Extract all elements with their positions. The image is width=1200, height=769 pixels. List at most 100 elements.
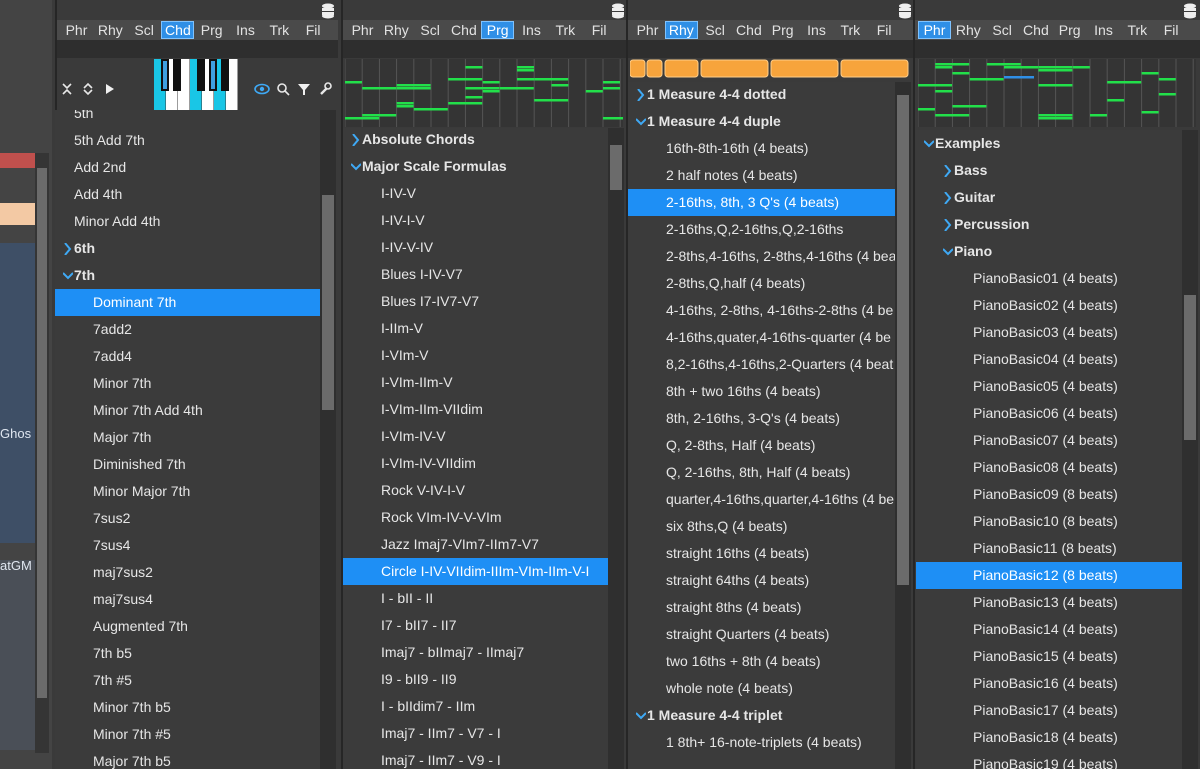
- scroll-thumb[interactable]: [897, 95, 909, 585]
- tree-row[interactable]: I-VIm-IV-V: [343, 423, 608, 450]
- tree-row[interactable]: 4-16ths, 2-8ths, 4-16ths-2-8ths (4 be: [628, 297, 895, 324]
- tree-row[interactable]: Absolute Chords: [343, 128, 608, 153]
- tree-row[interactable]: PianoBasic16 (4 beats): [916, 670, 1182, 697]
- tree-row[interactable]: PianoBasic03 (4 beats): [916, 319, 1182, 346]
- tree-row[interactable]: I-VIm-IIm-VIIdim: [343, 396, 608, 423]
- expand-arrow[interactable]: [924, 138, 934, 150]
- tree-row[interactable]: 8,2-16ths,4-16ths,2-Quarters (4 beat: [628, 351, 895, 378]
- tree-row[interactable]: I - bIIdim7 - IIm: [343, 693, 608, 720]
- database-icon[interactable]: [1182, 2, 1198, 20]
- tab[interactable]: Phr: [351, 22, 374, 38]
- tab[interactable]: Ins: [1094, 22, 1113, 38]
- expand-arrow[interactable]: [943, 246, 953, 258]
- tree-row[interactable]: Minor 7th b5: [55, 694, 320, 721]
- tree-row[interactable]: Add 4th: [55, 181, 320, 208]
- scrollbar[interactable]: [1182, 130, 1198, 769]
- scroll-thumb[interactable]: [610, 145, 622, 190]
- tab[interactable]: Scl: [992, 22, 1012, 38]
- tree-row[interactable]: 5th: [55, 110, 320, 127]
- tab[interactable]: Trk: [1127, 22, 1148, 38]
- tool-search[interactable]: [275, 81, 291, 97]
- tree-row[interactable]: I-VIm-V: [343, 342, 608, 369]
- scroll-thumb[interactable]: [322, 195, 334, 410]
- expand-arrow[interactable]: [63, 243, 73, 255]
- tree-row[interactable]: Augmented 7th: [55, 613, 320, 640]
- tab[interactable]: Ins: [807, 22, 826, 38]
- tree-row[interactable]: Blues I-IV-V7: [343, 261, 608, 288]
- expand-arrow[interactable]: [351, 161, 361, 173]
- tree-row[interactable]: Imaj7 - IIm7 - V7 - I: [343, 720, 608, 747]
- tool-play[interactable]: [101, 81, 117, 97]
- tree-row[interactable]: PianoBasic07 (4 beats): [916, 427, 1182, 454]
- tree-row[interactable]: Dominant 7th: [55, 289, 320, 316]
- tree-row[interactable]: 2-8ths,Q,half (4 beats): [628, 270, 895, 297]
- tree-row[interactable]: 7add4: [55, 343, 320, 370]
- tree-row[interactable]: Minor 7th: [55, 370, 320, 397]
- expand-arrow[interactable]: [636, 710, 646, 722]
- tree-row[interactable]: Piano: [916, 238, 1182, 265]
- tree-row[interactable]: 2 half notes (4 beats): [628, 162, 895, 189]
- tab[interactable]: Prg: [1058, 22, 1081, 38]
- tree-row[interactable]: 7th: [55, 262, 320, 289]
- tool-collapse[interactable]: [59, 81, 75, 97]
- tree-row[interactable]: PianoBasic09 (8 beats): [916, 481, 1182, 508]
- tree-row[interactable]: PianoBasic15 (4 beats): [916, 643, 1182, 670]
- scrollbar[interactable]: [895, 82, 911, 769]
- tree-row[interactable]: maj7sus2: [55, 559, 320, 586]
- tree-row[interactable]: Minor 7th Add 4th: [55, 397, 320, 424]
- tab[interactable]: Scl: [134, 22, 154, 38]
- tree-row[interactable]: I-IV-V-IV: [343, 234, 608, 261]
- tab[interactable]: Ins: [522, 22, 541, 38]
- tree-row[interactable]: PianoBasic17 (4 beats): [916, 697, 1182, 724]
- expand-arrow[interactable]: [943, 192, 953, 204]
- tool-filter[interactable]: [296, 81, 312, 97]
- tab[interactable]: Chd: [736, 22, 762, 38]
- tree-row[interactable]: PianoBasic19 (4 beats): [916, 751, 1182, 769]
- tab[interactable]: Prg: [200, 22, 223, 38]
- scroll-thumb[interactable]: [1184, 295, 1196, 440]
- scrollbar[interactable]: [320, 110, 336, 769]
- tree-row[interactable]: PianoBasic08 (4 beats): [916, 454, 1182, 481]
- tree-row[interactable]: 2-8ths,4-16ths, 2-8ths,4-16ths (4 bea: [628, 243, 895, 270]
- tree-row[interactable]: I - bII - II: [343, 585, 608, 612]
- tree-row[interactable]: PianoBasic13 (4 beats): [916, 589, 1182, 616]
- tree-row[interactable]: Major 7th: [55, 424, 320, 451]
- tree-row[interactable]: 5th Add 7th: [55, 127, 320, 154]
- tool-eye[interactable]: [254, 81, 270, 97]
- tab[interactable]: Fil: [1163, 22, 1179, 38]
- tree-row[interactable]: Examples: [916, 130, 1182, 157]
- tool-wrench[interactable]: [317, 81, 333, 97]
- tab[interactable]: Prg: [771, 22, 794, 38]
- tree-row[interactable]: Jazz Imaj7-VIm7-IIm7-V7: [343, 531, 608, 558]
- tree-row[interactable]: quarter,4-16ths,quarter,4-16ths (4 be: [628, 486, 895, 513]
- tree-row[interactable]: Guitar: [916, 184, 1182, 211]
- tree-row[interactable]: PianoBasic12 (8 beats): [916, 562, 1182, 589]
- tree-row[interactable]: Major 7th b5: [55, 748, 320, 769]
- tree-row[interactable]: Imaj7 - IIm7 - V9 - I: [343, 747, 608, 769]
- tree-row[interactable]: Diminished 7th: [55, 451, 320, 478]
- tab[interactable]: Trk: [840, 22, 861, 38]
- tree-row[interactable]: Add 2nd: [55, 154, 320, 181]
- tree-row[interactable]: 7sus2: [55, 505, 320, 532]
- tool-expand[interactable]: [80, 81, 96, 97]
- tree-row[interactable]: 6th: [55, 235, 320, 262]
- database-icon[interactable]: [897, 2, 913, 20]
- tree-row[interactable]: Rock V-IV-I-V: [343, 477, 608, 504]
- tree-row[interactable]: Rock VIm-IV-V-VIm: [343, 504, 608, 531]
- tree-row[interactable]: 8th + two 16ths (4 beats): [628, 378, 895, 405]
- tree-row[interactable]: PianoBasic11 (8 beats): [916, 535, 1182, 562]
- tree-row[interactable]: I-VIm-IV-VIIdim: [343, 450, 608, 477]
- tree-row[interactable]: Minor Add 4th: [55, 208, 320, 235]
- tree-row[interactable]: PianoBasic02 (4 beats): [916, 292, 1182, 319]
- tree-row[interactable]: PianoBasic14 (4 beats): [916, 616, 1182, 643]
- tree-row[interactable]: 16th-8th-16th (4 beats): [628, 135, 895, 162]
- tree-row[interactable]: PianoBasic06 (4 beats): [916, 400, 1182, 427]
- tree-row[interactable]: Major Scale Formulas: [343, 153, 608, 180]
- tree-row[interactable]: 7sus4: [55, 532, 320, 559]
- tree-row[interactable]: I7 - bII7 - II7: [343, 612, 608, 639]
- tab[interactable]: Phr: [65, 22, 88, 38]
- scroll-thumb[interactable]: [37, 168, 47, 698]
- tree-row[interactable]: I-IV-V: [343, 180, 608, 207]
- expand-arrow[interactable]: [636, 89, 646, 101]
- tab[interactable]: Phr: [636, 22, 659, 38]
